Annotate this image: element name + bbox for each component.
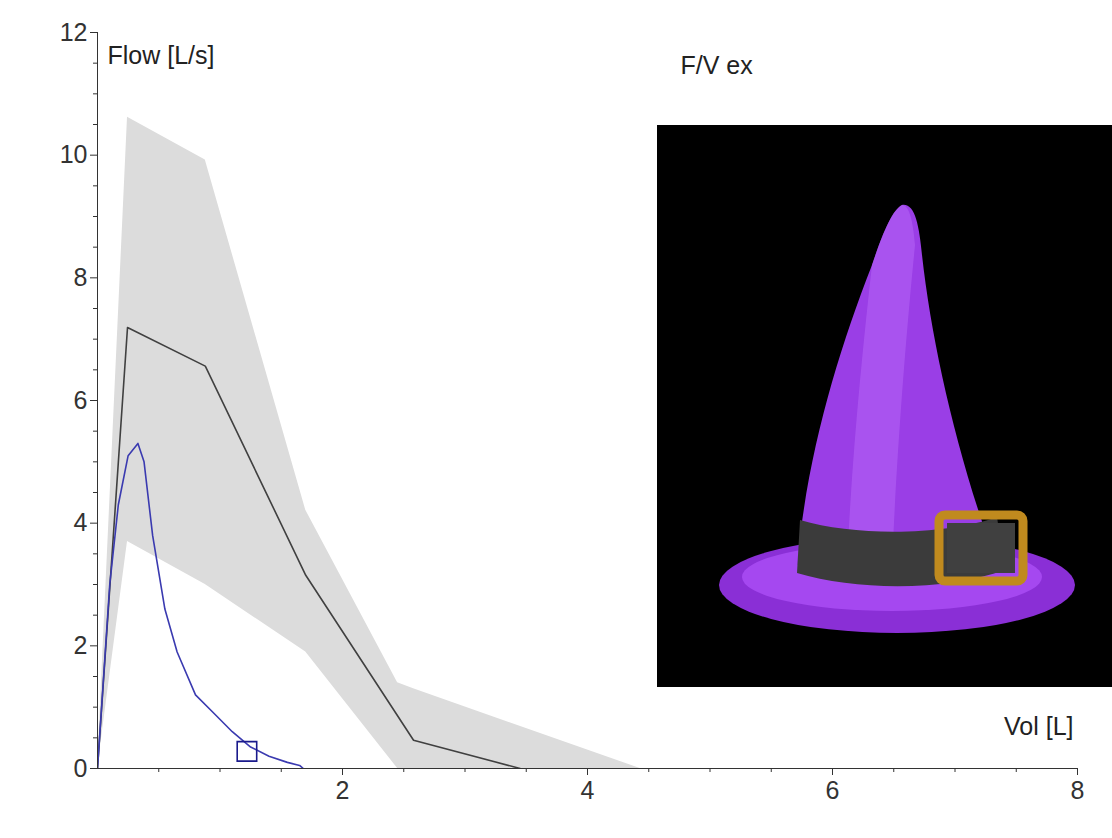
svg-text:6: 6 [826, 776, 840, 804]
svg-text:Flow [L/s]: Flow [L/s] [108, 41, 215, 69]
svg-text:6: 6 [74, 386, 88, 414]
svg-text:0: 0 [74, 754, 88, 782]
svg-text:8: 8 [74, 263, 88, 291]
svg-text:F/V ex: F/V ex [681, 51, 754, 79]
svg-text:2: 2 [74, 631, 88, 659]
svg-text:8: 8 [1071, 776, 1085, 804]
svg-text:4: 4 [74, 508, 88, 536]
svg-text:10: 10 [60, 140, 88, 168]
svg-text:2: 2 [336, 776, 350, 804]
svg-text:Vol [L]: Vol [L] [1004, 712, 1074, 740]
svg-text:4: 4 [581, 776, 595, 804]
svg-text:12: 12 [60, 18, 88, 46]
